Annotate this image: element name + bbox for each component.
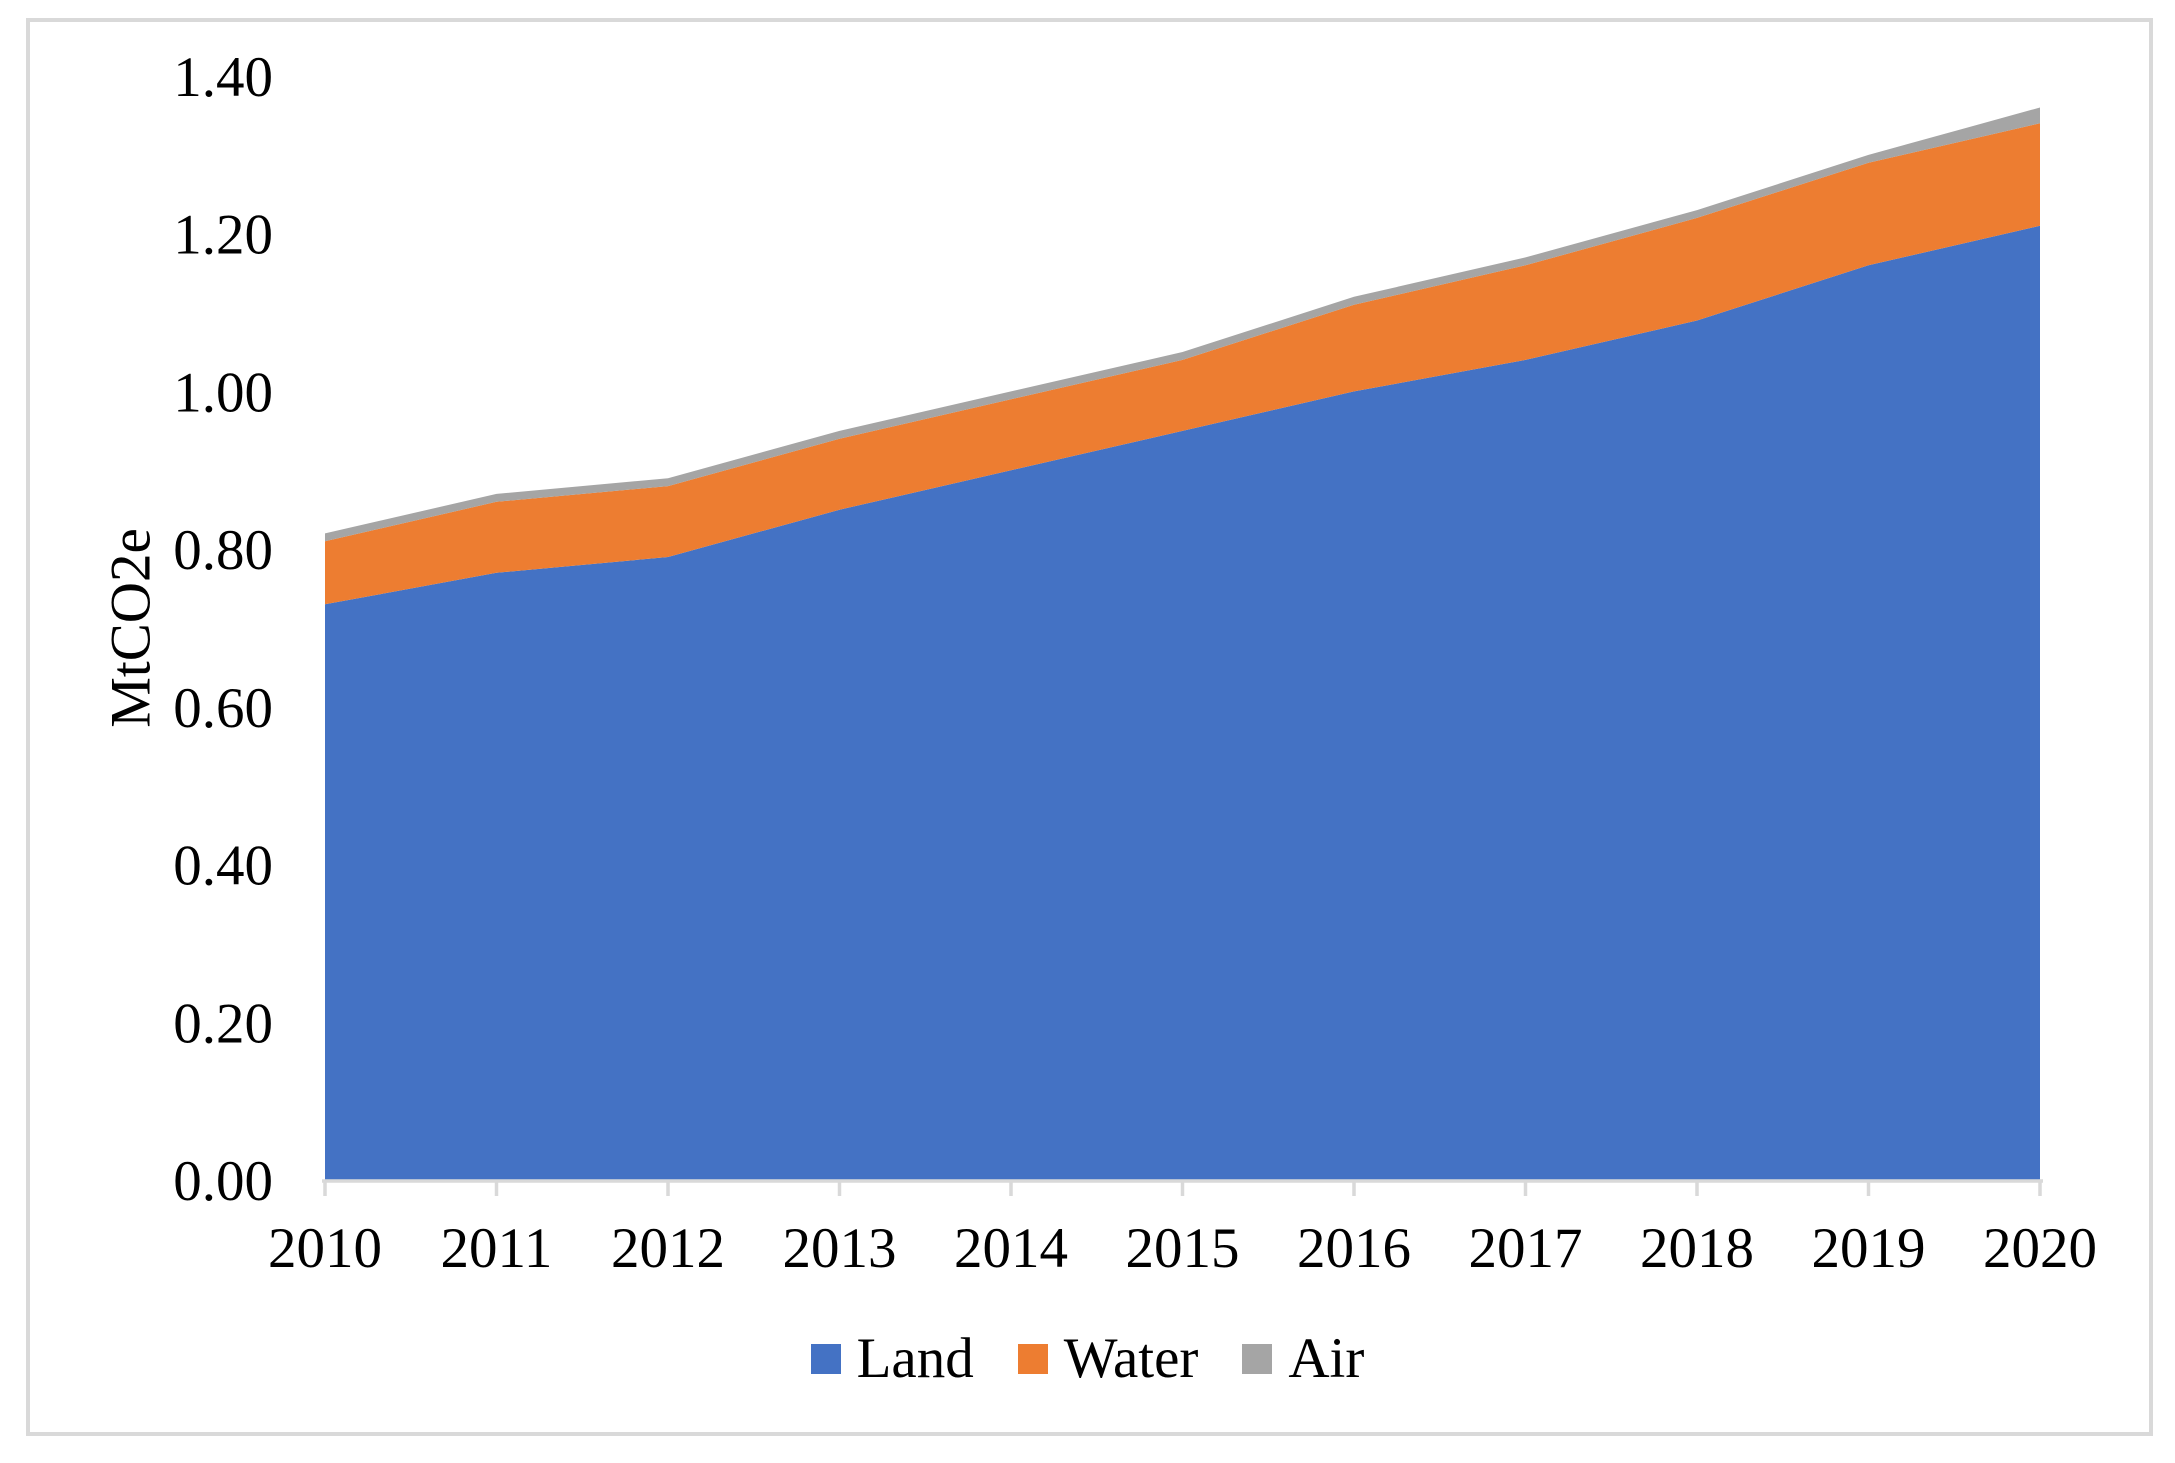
- x-tick-label: 2016: [1297, 1217, 1411, 1280]
- x-tick-label: 2015: [1126, 1217, 1240, 1280]
- y-tick-label: 0.60: [173, 677, 273, 740]
- area-water: [325, 123, 2040, 605]
- area-land: [325, 225, 2040, 1181]
- legend-label: Water: [1063, 1327, 1199, 1390]
- legend-item-land: Land: [810, 1327, 974, 1390]
- x-tick-label: 2019: [1812, 1217, 1926, 1280]
- x-tick-label: 2012: [611, 1217, 725, 1280]
- legend-item-water: Water: [1017, 1327, 1199, 1390]
- y-tick-label: 0.20: [173, 992, 273, 1055]
- legend-swatch-water: [1017, 1343, 1048, 1374]
- y-tick-label: 0.00: [173, 1150, 273, 1213]
- y-tick-label: 0.80: [173, 519, 273, 582]
- x-tick-label: 2018: [1640, 1217, 1754, 1280]
- legend-label: Air: [1288, 1327, 1365, 1390]
- x-tick-label: 2017: [1469, 1217, 1583, 1280]
- y-tick-label: 0.40: [173, 835, 273, 898]
- x-tick-label: 2014: [954, 1217, 1068, 1280]
- legend-label: Land: [856, 1327, 974, 1390]
- y-axis-title: MtCO2e: [99, 528, 163, 728]
- x-tick-label: 2010: [268, 1217, 382, 1280]
- legend: Land Water Air: [0, 1330, 2175, 1387]
- y-tick-label: 1.20: [173, 204, 273, 267]
- legend-item-air: Air: [1242, 1330, 1364, 1387]
- x-tick-label: 2011: [441, 1217, 553, 1280]
- x-tick-label: 2020: [1983, 1217, 2097, 1280]
- y-tick-label: 1.00: [173, 361, 273, 424]
- y-tick-label: 1.40: [173, 46, 273, 109]
- legend-swatch-land: [810, 1343, 841, 1374]
- legend-swatch-air: [1242, 1343, 1273, 1374]
- x-tick-label: 2013: [783, 1217, 897, 1280]
- area-air: [325, 107, 2040, 542]
